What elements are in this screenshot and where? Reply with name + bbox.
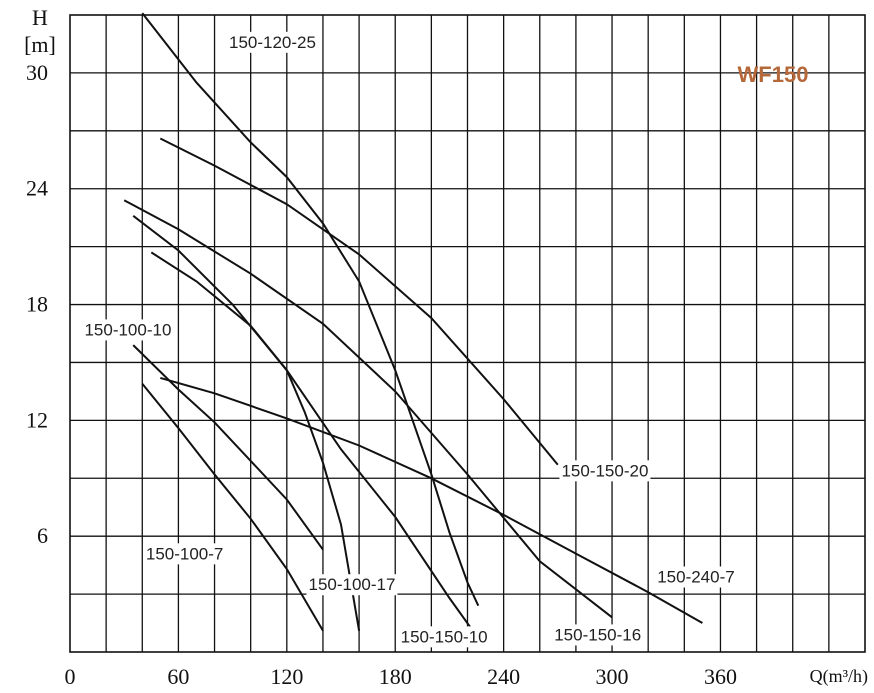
grid [70, 15, 865, 652]
plot-frame [69, 14, 866, 653]
x-tick-label-60: 60 [167, 664, 189, 689]
y-tick-label-24: 24 [26, 176, 48, 201]
series-label-backing [552, 624, 644, 646]
curve-labels: 150-120-25 150-150-20 150-150-16 150-150-10… [82, 31, 737, 648]
x-tick-label-120: 120 [270, 664, 303, 689]
axes: 0 60 120 180 240 300 360 6 12 18 24 30 H[m] Q(m³/h) [24, 5, 868, 689]
series-label-150-150-16: 150-150-16 [554, 625, 641, 644]
series-line-150-240-7 [160, 376, 703, 624]
series-label-backing [143, 543, 226, 565]
y-axis-symbol: H [32, 5, 48, 30]
series-label-150-150-20: 150-150-20 [561, 461, 648, 480]
series-label-backing [559, 460, 651, 482]
y-tick-label-6: 6 [37, 523, 48, 548]
series-line-150-120-25 [141, 12, 480, 607]
series-line-150-150-16 [123, 199, 613, 619]
series-label-150-120-25: 150-120-25 [229, 33, 316, 52]
series-label-backing [227, 31, 318, 53]
y-axis-unit: [m] [24, 32, 56, 57]
chart-title: WF150 [738, 62, 809, 87]
y-tick-label-12: 12 [26, 407, 48, 432]
series-line-150-150-20 [159, 137, 559, 466]
curves [123, 12, 703, 632]
y-tick-label-30: 30 [26, 60, 48, 85]
x-tick-label-0: 0 [65, 664, 76, 689]
series-label-150-150-10: 150-150-10 [401, 627, 488, 646]
x-tick-label-240: 240 [487, 664, 520, 689]
series-label-150-100-17: 150-100-17 [309, 575, 396, 594]
series-line-150-100-7 [141, 383, 324, 632]
series-line-150-100-10 [132, 344, 324, 551]
y-tick-label-18: 18 [26, 292, 48, 317]
series-label-backing [655, 566, 737, 588]
x-axis-title: Q(m³/h) [810, 666, 868, 687]
series-line-150-100-17 [150, 251, 361, 631]
x-tick-label-180: 180 [379, 664, 412, 689]
series-label-backing [398, 626, 490, 648]
series-label-backing [306, 574, 398, 596]
x-tick-label-300: 300 [596, 664, 629, 689]
series-label-150-100-7: 150-100-7 [146, 544, 224, 563]
series-label-backing [82, 319, 174, 341]
series-label-150-240-7: 150-240-7 [657, 568, 735, 587]
series-line-150-150-10 [132, 215, 474, 632]
series-label-150-100-10: 150-100-10 [84, 320, 171, 339]
x-tick-label-360: 360 [704, 664, 737, 689]
